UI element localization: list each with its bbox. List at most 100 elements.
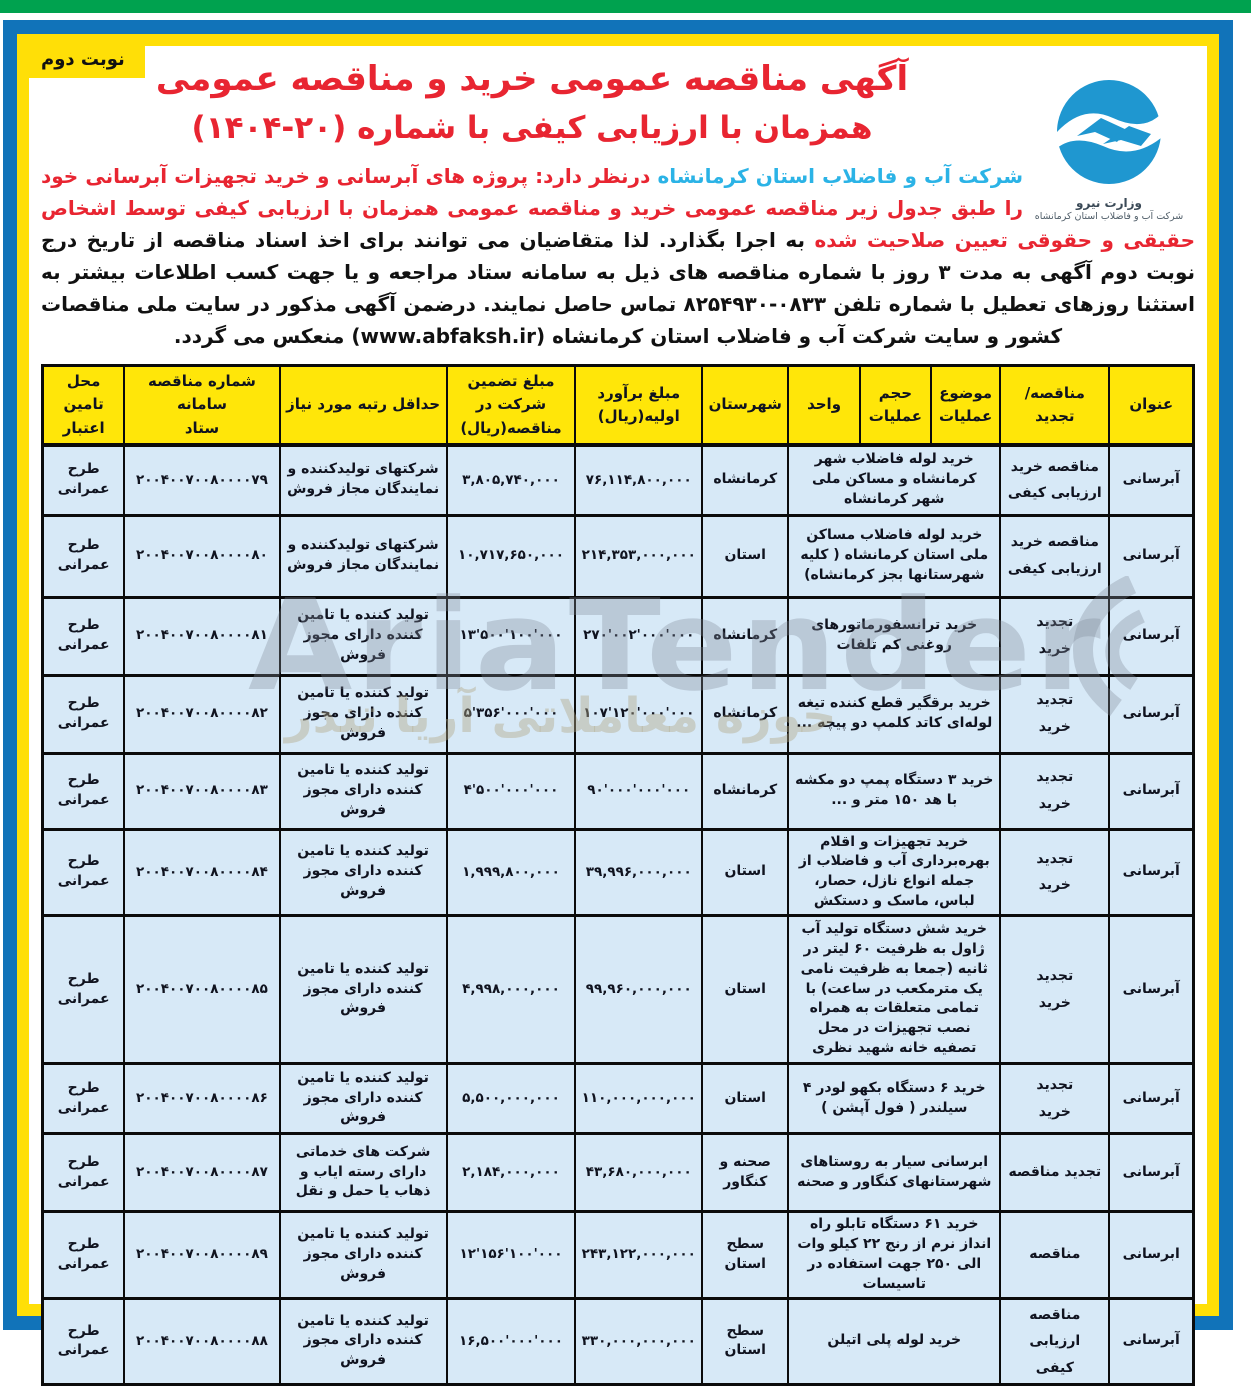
cell-rank: تولید کننده یا تامین کننده دارای مجوز فر… <box>278 827 448 917</box>
cell-rank: تولید کننده یا تامین کننده دارای مجوز فر… <box>278 595 448 677</box>
cell-estimate: ۷۶,۱۱۴,۸۰۰,۰۰۰ <box>574 443 704 517</box>
intro-body: به اجرا بگذارد. لذا متقاضیان می توانند ب… <box>41 228 1195 348</box>
cell-estimate: ۲۴۳,۱۲۲,۰۰۰,۰۰۰ <box>574 1210 704 1300</box>
cell-county: استان <box>701 914 790 1065</box>
cell-tender-type: تجدید خرید <box>999 595 1111 677</box>
table-row: آبرسانی تجدید خرید خرید ترانسفورماتورهای… <box>41 595 1195 677</box>
col-tender-type: مناقصه/ تجدید <box>999 364 1111 447</box>
cell-number: ۲۰۰۴۰۰۷۰۰۸۰۰۰۰۸۱ <box>123 595 281 677</box>
cell-subject: خرید ۶ دستگاه بکهو لودر ۴ سیلندر ( فول آ… <box>787 1062 1002 1135</box>
cell-rank: تولید کننده یا تامین کننده دارای مجوز فر… <box>278 1296 448 1386</box>
cell-county: استان <box>701 827 790 917</box>
cell-title: آبرسانی <box>1108 914 1195 1065</box>
cell-guarantee: ۴'۵۰۰'۰۰۰'۰۰۰ <box>445 751 577 831</box>
cell-tender-type: تجدید مناقصه <box>999 1132 1111 1213</box>
cell-funding: طرح عمرانی <box>41 443 126 517</box>
table-row: آبرسانی تجدید خرید خرید ۶ دستگاه بکهو لو… <box>41 1062 1195 1135</box>
inner-yellow-frame: نوبت دوم و هر چیز زنده ای را از آب قرار … <box>17 34 1219 1386</box>
cell-number: ۲۰۰۴۰۰۷۰۰۸۰۰۰۰۸۹ <box>123 1210 281 1300</box>
cell-title: آبرسانی <box>1108 673 1195 755</box>
tender-table-body: آبرسانی مناقصه خرید ارزیابی کیفی خرید لو… <box>41 443 1195 1386</box>
ad-content: نوبت دوم و هر چیز زنده ای را از آب قرار … <box>21 44 1207 1386</box>
cell-county: کرمانشاه <box>701 751 790 831</box>
ad-title-line1: آگهی مناقصه عمومی خرید و مناقصه عمومی <box>155 59 909 99</box>
svg-text:و هر چیز زنده ای را از آب قرار: و هر چیز زنده ای را از آب قرار دادیم <box>1043 52 1047 54</box>
logo-ministry-label: وزارت نیرو <box>1076 196 1142 210</box>
cell-county: سطح استان <box>701 1210 790 1300</box>
col-funding: محل تامین اعتبار <box>41 364 126 447</box>
cell-funding: طرح عمرانی <box>41 1062 126 1135</box>
col-unit: واحد <box>787 364 861 447</box>
cell-funding: طرح عمرانی <box>41 673 126 755</box>
table-row: آبرسانی تجدید مناقصه ابرسانی سیار به روس… <box>41 1132 1195 1213</box>
outer-blue-frame: نوبت دوم و هر چیز زنده ای را از آب قرار … <box>3 20 1233 1386</box>
col-title: عنوان <box>1108 364 1195 447</box>
cell-county: صحنه و کنگاور <box>701 1132 790 1213</box>
cell-rank: تولید کننده یا تامین کننده دارای مجوز فر… <box>278 673 448 755</box>
cell-guarantee: ۵'۳۵۶'۰۰۰'۰۰۰ <box>445 673 577 755</box>
cell-rank: شرکتهای تولیدکننده و نمایندگان مجاز فروش <box>278 513 448 599</box>
cell-subject: ابرسانی سیار به روستاهای شهرستانهای کنگا… <box>787 1132 1002 1213</box>
cell-tender-type: تجدید خرید <box>999 1062 1111 1135</box>
cell-estimate: ۲۱۴,۳۵۳,۰۰۰,۰۰۰ <box>574 513 704 599</box>
cell-rank: تولید کننده یا تامین کننده دارای مجوز فر… <box>278 914 448 1065</box>
cell-rank: تولید کننده یا تامین کننده دارای مجوز فر… <box>278 1062 448 1135</box>
top-green-bar <box>0 0 1251 13</box>
cell-number: ۲۰۰۴۰۰۷۰۰۸۰۰۰۰۸۴ <box>123 827 281 917</box>
cell-tender-type: مناقصه ارزیابی کیفی <box>999 1296 1111 1386</box>
tender-table: عنوان مناقصه/ تجدید موضوع عملیات حجم عمل… <box>41 364 1195 1386</box>
cell-county: سطح استان <box>701 1296 790 1386</box>
cell-title: ابرسانی <box>1108 1210 1195 1300</box>
cell-title: آبرسانی <box>1108 1296 1195 1386</box>
top-gap <box>0 13 1251 20</box>
col-number: شماره مناقصه سامانه ستاد <box>123 364 281 447</box>
col-rank: حداقل رتبه مورد نیاز <box>278 364 448 447</box>
cell-number: ۲۰۰۴۰۰۷۰۰۸۰۰۰۰۷۹ <box>123 443 281 517</box>
logo-company-label: شرکت آب و فاضلاب استان کرمانشاه <box>1034 211 1184 222</box>
cell-title: آبرسانی <box>1108 751 1195 831</box>
cell-guarantee: ۱۲'۱۵۶'۱۰۰'۰۰۰ <box>445 1210 577 1300</box>
intro-lead: درنظر دارد: <box>527 164 658 188</box>
cell-county: استان <box>701 513 790 599</box>
cell-county: استان <box>701 1062 790 1135</box>
cell-estimate: ۹۹,۹۶۰,۰۰۰,۰۰۰ <box>574 914 704 1065</box>
col-guarantee: مبلغ تضمین شرکت در مناقصه(ریال) <box>445 364 577 447</box>
cell-guarantee: ۱,۹۹۹,۸۰۰,۰۰۰ <box>445 827 577 917</box>
cell-tender-type: تجدید خرید <box>999 827 1111 917</box>
cell-funding: طرح عمرانی <box>41 595 126 677</box>
table-row: آبرسانی مناقصه خرید ارزیابی کیفی خرید لو… <box>41 513 1195 599</box>
cell-tender-type: تجدید خرید <box>999 751 1111 831</box>
cell-number: ۲۰۰۴۰۰۷۰۰۸۰۰۰۰۸۲ <box>123 673 281 755</box>
table-row: آبرسانی مناقصه خرید ارزیابی کیفی خرید لو… <box>41 443 1195 517</box>
cell-number: ۲۰۰۴۰۰۷۰۰۸۰۰۰۰۸۶ <box>123 1062 281 1135</box>
cell-estimate: ۲۷۰'۰۰۲'۰۰۰'۰۰۰ <box>574 595 704 677</box>
company-logo-block: و هر چیز زنده ای را از آب قرار دادیم وزا… <box>1023 45 1195 223</box>
cell-guarantee: ۲,۱۸۴,۰۰۰,۰۰۰ <box>445 1132 577 1213</box>
cell-tender-type: مناقصه <box>999 1210 1111 1300</box>
cell-funding: طرح عمرانی <box>41 751 126 831</box>
cell-number: ۲۰۰۴۰۰۷۰۰۸۰۰۰۰۸۳ <box>123 751 281 831</box>
cell-rank: تولید کننده یا تامین کننده دارای مجوز فر… <box>278 751 448 831</box>
edition-badge: نوبت دوم <box>21 44 145 78</box>
table-row: آبرسانی تجدید خرید خرید ۳ دستگاه پمپ دو … <box>41 751 1195 831</box>
cell-guarantee: ۱۳'۵۰۰'۱۰۰'۰۰۰ <box>445 595 577 677</box>
cell-rank: تولید کننده یا تامین کننده دارای مجوز فر… <box>278 1210 448 1300</box>
intro-scope: پروژه های آبرسانی و خرید تجهیزات آبرسانی… <box>41 164 1195 252</box>
cell-subject: خرید تجهیزات و اقلام بهره‌برداری آب و فا… <box>787 827 1002 917</box>
cell-rank: شرکت های خدماتی دارای رسته ایاب و ذهاب ی… <box>278 1132 448 1213</box>
cell-guarantee: ۳,۸۰۵,۷۴۰,۰۰۰ <box>445 443 577 517</box>
cell-estimate: ۱۰۷'۱۲۰'۰۰۰'۰۰۰ <box>574 673 704 755</box>
cell-guarantee: ۴,۹۹۸,۰۰۰,۰۰۰ <box>445 914 577 1065</box>
cell-subject: خرید ۶۱ دستگاه تابلو راه انداز نرم از رن… <box>787 1210 1002 1300</box>
cell-funding: طرح عمرانی <box>41 914 126 1065</box>
cell-title: آبرسانی <box>1108 1132 1195 1213</box>
cell-funding: طرح عمرانی <box>41 1210 126 1300</box>
cell-subject: خرید ۳ دستگاه پمپ دو مکشه با هد ۱۵۰ متر … <box>787 751 1002 831</box>
cell-title: آبرسانی <box>1108 595 1195 677</box>
cell-estimate: ۱۱۰,۰۰۰,۰۰۰,۰۰۰ <box>574 1062 704 1135</box>
cell-funding: طرح عمرانی <box>41 513 126 599</box>
cell-title: آبرسانی <box>1108 1062 1195 1135</box>
col-county: شهرستان <box>701 364 790 447</box>
cell-estimate: ۳۳۰,۰۰۰,۰۰۰,۰۰۰ <box>574 1296 704 1386</box>
intro-company-name: شرکت آب و فاضلاب استان کرمانشاه <box>657 164 1024 188</box>
